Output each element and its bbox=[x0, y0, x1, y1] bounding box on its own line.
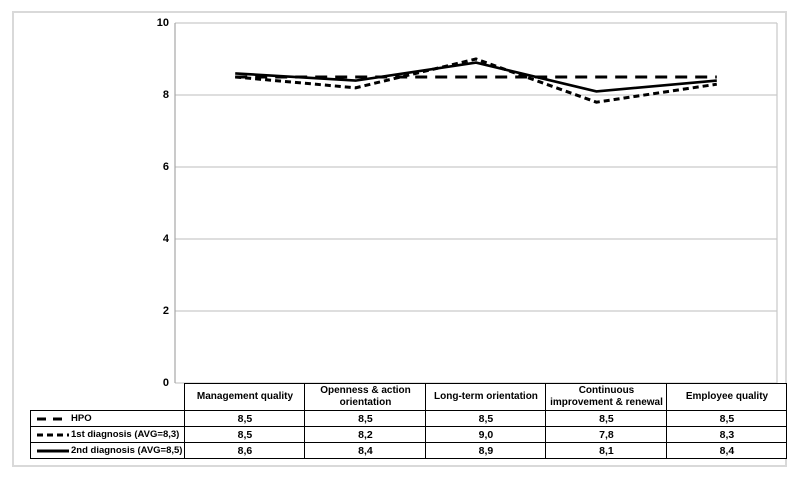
legend-cell: 2nd diagnosis (AVG=8,5) bbox=[29, 442, 186, 459]
table-column-header: Continuous improvement & renewal bbox=[545, 383, 668, 411]
table-value-cell: 8,6 bbox=[184, 442, 306, 459]
table-value-cell: 9,0 bbox=[425, 426, 547, 443]
legend-series-label: 2nd diagnosis (AVG=8,5) bbox=[71, 445, 183, 456]
table-value-cell: 8,2 bbox=[304, 426, 427, 443]
solid-line-sample-icon bbox=[37, 449, 69, 452]
table-value-cell: 8,9 bbox=[425, 442, 547, 459]
table-value-cell: 8,5 bbox=[184, 426, 306, 443]
table-value-cell: 8,5 bbox=[545, 410, 668, 427]
table-value-cell: 8,4 bbox=[304, 442, 427, 459]
chart-data-table: Management quality Openness & action orie… bbox=[29, 383, 788, 459]
table-column-header: Employee quality bbox=[666, 383, 788, 411]
table-row: 2nd diagnosis (AVG=8,5) 8,6 8,4 8,9 8,1 8,4 bbox=[29, 442, 788, 459]
table-column-header: Openness & action orientation bbox=[304, 383, 427, 411]
series-line-2nd-diagnosis-avg-8-5- bbox=[235, 61, 717, 93]
legend-cell: 1st diagnosis (AVG=8,3) bbox=[29, 426, 186, 443]
table-value-cell: 8,5 bbox=[304, 410, 427, 427]
table-corner-blank bbox=[31, 384, 185, 411]
legend-series-label: 1st diagnosis (AVG=8,3) bbox=[71, 429, 180, 440]
table-header-row: Management quality Openness & action orie… bbox=[31, 383, 788, 411]
table-row: HPO 8,5 8,5 8,5 8,5 8,5 bbox=[29, 410, 788, 427]
table-value-cell: 8,5 bbox=[425, 410, 547, 427]
long-dash-line-sample-icon bbox=[37, 417, 69, 420]
y-axis-tick-label: 0 bbox=[162, 377, 169, 389]
y-axis-tick-label: 6 bbox=[162, 161, 169, 173]
table-value-cell: 8,4 bbox=[666, 442, 788, 459]
table-value-cell: 8,5 bbox=[184, 410, 306, 427]
table-column-header: Long-term orientation bbox=[425, 383, 547, 411]
legend-series-label: HPO bbox=[71, 413, 92, 424]
y-axis-tick-label: 4 bbox=[162, 233, 169, 245]
y-axis-tick-label: 2 bbox=[162, 305, 169, 317]
table-value-cell: 8,1 bbox=[545, 442, 668, 459]
table-value-cell: 8,3 bbox=[666, 426, 788, 443]
y-axis-tick-label: 8 bbox=[162, 89, 169, 101]
y-axis-tick-label: 10 bbox=[156, 17, 169, 29]
legend-cell: HPO bbox=[29, 410, 186, 427]
table-value-cell: 7,8 bbox=[545, 426, 668, 443]
series-line-1st-diagnosis-avg-8-3- bbox=[235, 57, 718, 104]
short-dash-line-sample-icon bbox=[37, 433, 69, 436]
table-row: 1st diagnosis (AVG=8,3) 8,5 8,2 9,0 7,8 8,3 bbox=[29, 426, 788, 443]
table-value-cell: 8,5 bbox=[666, 410, 788, 427]
table-column-header: Management quality bbox=[184, 383, 306, 411]
data-table: Management quality Openness & action orie… bbox=[29, 383, 788, 459]
